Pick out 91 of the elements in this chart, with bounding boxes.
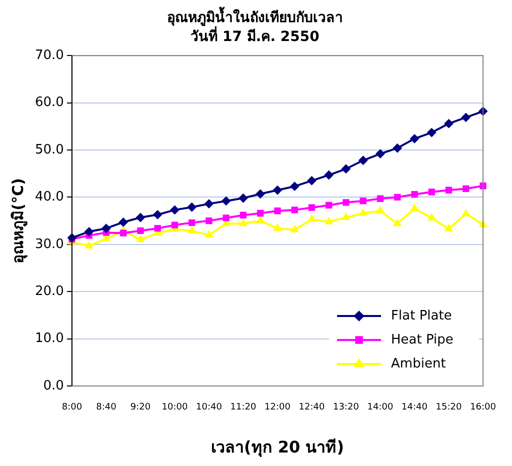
point bbox=[410, 134, 420, 144]
point bbox=[461, 112, 470, 122]
x-tick-label: 9:20 bbox=[130, 402, 151, 413]
point bbox=[480, 182, 486, 190]
point bbox=[342, 164, 351, 174]
point bbox=[274, 208, 281, 214]
point bbox=[153, 210, 162, 220]
point bbox=[324, 170, 334, 180]
x-tick-label: 8:00 bbox=[62, 402, 82, 413]
point bbox=[290, 182, 300, 191]
chart-subtitle: วันที่ 17 มี.ค. 2550 bbox=[190, 26, 320, 45]
point bbox=[324, 217, 333, 224]
point bbox=[411, 191, 418, 198]
point bbox=[102, 224, 111, 233]
point bbox=[84, 227, 94, 236]
x-tick-label: 12:40 bbox=[298, 402, 325, 413]
legend-label: Flat Plate bbox=[391, 308, 452, 324]
chart-title: อุณหภูมิน้ำในถังเทียบกับเวลา bbox=[167, 6, 343, 26]
x-tick-label: 10:40 bbox=[196, 402, 222, 413]
point bbox=[257, 210, 264, 217]
point bbox=[118, 218, 128, 227]
legend-label: Ambient bbox=[391, 356, 446, 372]
point bbox=[187, 202, 196, 212]
point bbox=[238, 194, 248, 203]
x-tick-label: 15:20 bbox=[436, 402, 462, 413]
y-tick-label: 20.0 bbox=[34, 284, 64, 299]
point bbox=[272, 186, 282, 195]
point bbox=[222, 214, 230, 222]
point bbox=[445, 186, 452, 194]
point bbox=[256, 189, 265, 198]
point bbox=[154, 225, 161, 232]
point bbox=[204, 199, 214, 208]
point bbox=[428, 188, 435, 196]
point bbox=[462, 209, 470, 216]
point bbox=[188, 226, 196, 234]
point bbox=[326, 202, 332, 209]
point bbox=[444, 224, 453, 232]
point bbox=[171, 222, 178, 228]
x-tick-label: 10:00 bbox=[162, 402, 188, 413]
point bbox=[120, 230, 127, 236]
y-axis-title: อุณหภูมิ(°C) bbox=[8, 178, 28, 264]
point bbox=[240, 212, 247, 218]
x-tick-label: 12:00 bbox=[264, 402, 291, 413]
point bbox=[342, 199, 350, 206]
x-tick-label: 14:00 bbox=[367, 402, 394, 413]
point bbox=[427, 128, 436, 138]
point bbox=[85, 241, 94, 248]
point bbox=[290, 225, 299, 232]
point bbox=[462, 185, 470, 192]
x-axis-title: เวลา(ทุก 20 นาที) bbox=[210, 438, 344, 458]
y-tick-label: 0.0 bbox=[43, 378, 64, 394]
point bbox=[256, 216, 264, 224]
point bbox=[410, 204, 418, 212]
point bbox=[308, 214, 316, 222]
point bbox=[291, 206, 298, 214]
point bbox=[274, 224, 282, 231]
x-tick-label: 13:20 bbox=[333, 402, 360, 413]
x-tick-label: 11:20 bbox=[230, 402, 256, 413]
point bbox=[239, 219, 248, 226]
point bbox=[206, 217, 212, 224]
x-tick-label: 8:40 bbox=[96, 402, 117, 413]
x-tick-label: 16:00 bbox=[470, 402, 496, 413]
y-tick-label: 60.0 bbox=[34, 95, 64, 110]
point bbox=[393, 219, 402, 226]
point bbox=[392, 144, 402, 153]
point bbox=[136, 212, 145, 222]
point bbox=[222, 196, 231, 206]
point bbox=[444, 119, 454, 128]
point bbox=[359, 208, 368, 216]
y-tick-label: 50.0 bbox=[34, 142, 64, 158]
point bbox=[376, 149, 385, 158]
y-tick-label: 70.0 bbox=[34, 48, 64, 63]
y-tick-label: 40.0 bbox=[34, 190, 64, 205]
point bbox=[188, 219, 196, 226]
point bbox=[376, 206, 384, 214]
y-tick-label: 10.0 bbox=[34, 331, 64, 346]
point bbox=[342, 212, 350, 220]
point bbox=[307, 176, 316, 186]
legend-label: Heat Pipe bbox=[391, 332, 454, 348]
point bbox=[376, 195, 384, 202]
x-tick-label: 14:40 bbox=[402, 402, 428, 413]
y-tick-label: 30.0 bbox=[34, 236, 64, 252]
point bbox=[205, 230, 213, 238]
point bbox=[136, 235, 144, 242]
point bbox=[394, 194, 401, 201]
point bbox=[137, 227, 144, 234]
point bbox=[428, 213, 436, 220]
point bbox=[360, 198, 366, 204]
point bbox=[170, 205, 180, 214]
point bbox=[358, 156, 368, 165]
point bbox=[308, 204, 316, 211]
